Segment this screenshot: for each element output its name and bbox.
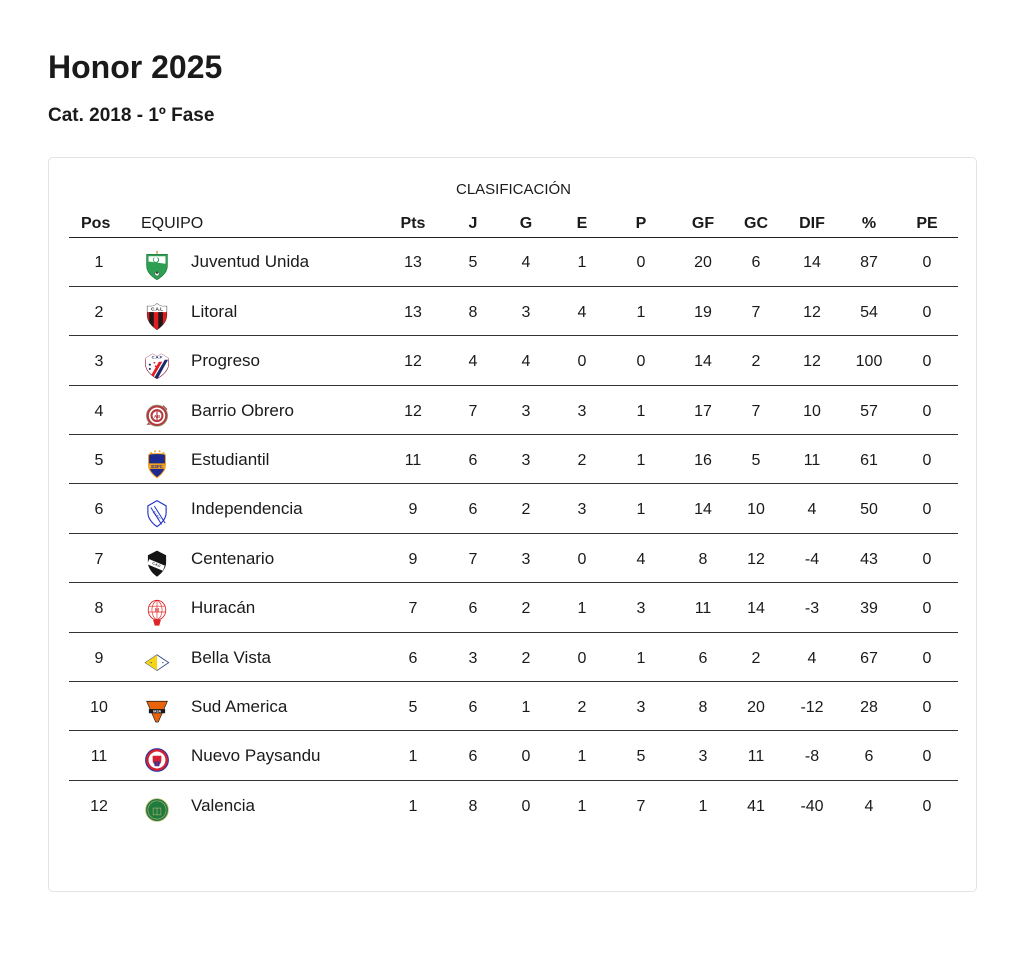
- svg-text:IASA: IASA: [153, 709, 162, 713]
- svg-text:AB: AB: [154, 413, 160, 418]
- svg-text:C.A.L: C.A.L: [151, 306, 163, 311]
- svg-text:C.A.P: C.A.P: [152, 355, 163, 360]
- svg-text:ESFC: ESFC: [151, 464, 162, 469]
- svg-text:H: H: [155, 608, 159, 614]
